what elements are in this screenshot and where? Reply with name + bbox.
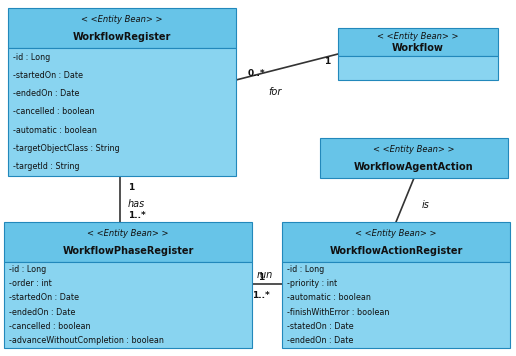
Text: -id : Long: -id : Long xyxy=(287,265,324,274)
Text: 1: 1 xyxy=(128,183,134,193)
Text: WorkflowAgentAction: WorkflowAgentAction xyxy=(354,162,474,172)
Text: -endedOn : Date: -endedOn : Date xyxy=(287,336,353,345)
Text: -advanceWithoutCompletion : boolean: -advanceWithoutCompletion : boolean xyxy=(9,336,164,345)
Text: is: is xyxy=(422,200,430,210)
Text: -priority : int: -priority : int xyxy=(287,279,337,288)
Text: -automatic : boolean: -automatic : boolean xyxy=(287,293,371,302)
Text: -startedOn : Date: -startedOn : Date xyxy=(9,293,79,302)
Text: has: has xyxy=(128,199,145,209)
Text: for: for xyxy=(268,87,281,97)
Bar xyxy=(8,48,236,176)
Text: -targetId : String: -targetId : String xyxy=(13,162,79,171)
Text: -targetObjectClass : String: -targetObjectClass : String xyxy=(13,144,120,153)
Bar xyxy=(4,222,252,262)
Text: WorkflowActionRegister: WorkflowActionRegister xyxy=(329,246,463,256)
Text: -endedOn : Date: -endedOn : Date xyxy=(9,308,75,317)
Bar xyxy=(338,56,498,80)
Text: < <Entity Bean> >: < <Entity Bean> > xyxy=(81,16,163,25)
Text: -cancelled : boolean: -cancelled : boolean xyxy=(9,322,90,331)
Bar xyxy=(282,222,510,262)
Text: -endedOn : Date: -endedOn : Date xyxy=(13,89,79,98)
Bar xyxy=(320,138,508,178)
Text: -startedOn : Date: -startedOn : Date xyxy=(13,71,83,80)
Bar xyxy=(4,262,252,348)
Text: -cancelled : boolean: -cancelled : boolean xyxy=(13,108,94,116)
Text: -finishWithError : boolean: -finishWithError : boolean xyxy=(287,308,390,317)
Text: WorkflowRegister: WorkflowRegister xyxy=(73,32,171,42)
Text: -statedOn : Date: -statedOn : Date xyxy=(287,322,353,331)
Text: < <Entity Bean> >: < <Entity Bean> > xyxy=(373,146,455,155)
Text: -id : Long: -id : Long xyxy=(13,53,50,62)
Text: < <Entity Bean> >: < <Entity Bean> > xyxy=(355,230,437,239)
Text: 1..*: 1..* xyxy=(128,211,146,220)
Text: 1: 1 xyxy=(258,273,264,283)
Text: -order : int: -order : int xyxy=(9,279,52,288)
Text: run: run xyxy=(257,270,273,280)
Bar xyxy=(282,262,510,348)
Text: < <Entity Bean> >: < <Entity Bean> > xyxy=(87,230,169,239)
Text: 1: 1 xyxy=(324,58,330,67)
Text: < <Entity Bean> >: < <Entity Bean> > xyxy=(377,32,459,41)
Text: WorkflowPhaseRegister: WorkflowPhaseRegister xyxy=(62,246,194,256)
Bar xyxy=(338,28,498,56)
Text: 0..*: 0..* xyxy=(248,69,266,79)
Text: -id : Long: -id : Long xyxy=(9,265,46,274)
Bar xyxy=(8,8,236,48)
Text: 1..*: 1..* xyxy=(252,292,270,300)
Text: Workflow: Workflow xyxy=(392,43,444,53)
Text: -automatic : boolean: -automatic : boolean xyxy=(13,126,97,135)
